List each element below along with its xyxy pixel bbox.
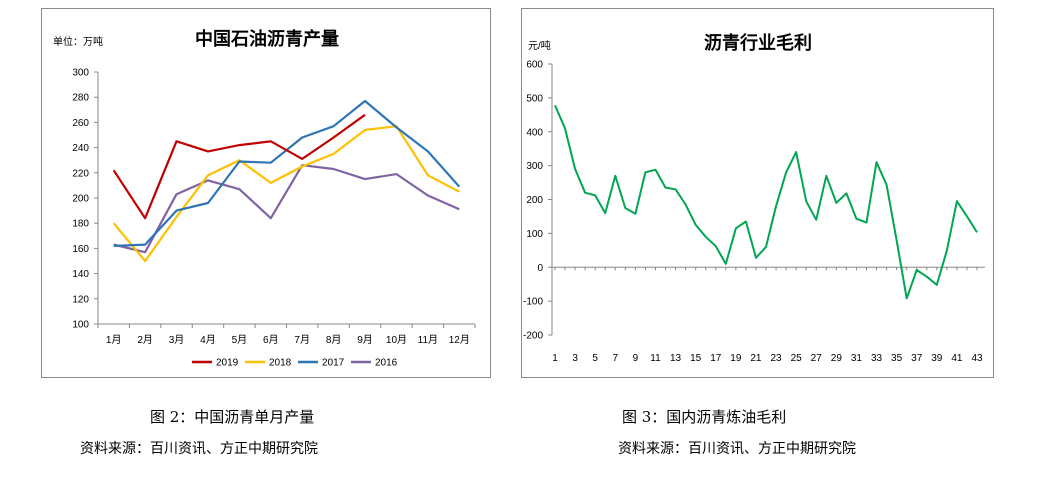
margin-series-line — [554, 104, 978, 300]
x-tick-label: 2月 — [137, 334, 153, 346]
x-tick-label: 3 — [572, 353, 578, 364]
x-tick-label: 37 — [911, 353, 923, 364]
x-tick-label: 7月 — [294, 334, 310, 346]
y-tick-label: 260 — [72, 118, 89, 129]
x-tick-label: 9月 — [357, 334, 373, 346]
y-tick-label: 500 — [526, 93, 543, 104]
x-tick-label: 15 — [690, 353, 702, 364]
margin-chart-panel: 沥青行业毛利 元/吨 -200 -100 0 100 200 300 400 500 600 1 3 5 7… — [521, 8, 994, 378]
y-tick-label: 400 — [526, 127, 543, 138]
y-tick-label: 300 — [526, 161, 543, 172]
x-tick-label: 11月 — [418, 334, 438, 346]
legend-label-2017: 2017 — [322, 358, 345, 369]
y-tick-label: 140 — [72, 269, 89, 280]
x-tick-label: 4月 — [200, 334, 216, 346]
x-tick-label: 21 — [750, 353, 762, 364]
y-tick-label: 300 — [72, 68, 89, 79]
y-tick-label: 200 — [72, 194, 89, 205]
x-tick-label: 41 — [951, 353, 963, 364]
x-tick-label: 8月 — [326, 334, 342, 346]
y-tick-label: 200 — [526, 195, 543, 206]
series-line-2019 — [112, 113, 366, 220]
x-tick-label: 33 — [871, 353, 883, 364]
series-line-2018 — [112, 125, 460, 263]
figure-2-caption: 图 2：中国沥青单月产量 — [150, 408, 315, 426]
x-tick-label: 29 — [831, 353, 843, 364]
y-tick-label: 100 — [526, 229, 543, 240]
x-tick-label: 7 — [613, 353, 619, 364]
y-tick-label: 160 — [72, 244, 89, 255]
y-tick-label: -100 — [523, 297, 543, 308]
figure-3-source: 资料来源：百川资讯、方正中期研究院 — [618, 441, 856, 457]
legend-label-2016: 2016 — [375, 358, 398, 369]
x-tick-label: 11 — [650, 353, 661, 364]
production-chart-panel: 中国石油沥青产量 单位：万吨 100 120 140 160 180 200 220 240 260… — [41, 8, 491, 378]
x-tick-label: 1 — [552, 353, 558, 364]
y-tick-label: 0 — [537, 263, 543, 274]
y-tick-label: 220 — [72, 168, 89, 179]
chart-title: 中国石油沥青产量 — [195, 28, 339, 49]
figure-2-source: 资料来源：百川资讯、方正中期研究院 — [80, 441, 318, 457]
unit-label: 元/吨 — [528, 39, 551, 52]
x-tick-label: 17 — [710, 353, 722, 364]
y-tick-label: 240 — [72, 143, 89, 154]
y-tick-label: -200 — [523, 331, 543, 342]
figure-3-caption: 图 3：国内沥青炼油毛利 — [622, 408, 787, 426]
x-tick-label: 39 — [931, 353, 943, 364]
x-tick-label: 3月 — [169, 334, 185, 346]
y-tick-label: 100 — [72, 320, 89, 331]
x-tick-label: 12月 — [449, 334, 470, 346]
x-tick-label: 35 — [891, 353, 903, 364]
x-tick-label: 27 — [811, 353, 823, 364]
x-tick-label: 5 — [592, 353, 598, 364]
x-tick-label: 13 — [670, 353, 682, 364]
x-tick-label: 19 — [730, 353, 742, 364]
series-line-2016 — [113, 164, 460, 254]
y-tick-label: 600 — [526, 60, 543, 71]
x-tick-label: 9 — [633, 353, 639, 364]
x-tick-label: 5月 — [232, 334, 248, 346]
x-tick-label: 6月 — [263, 334, 279, 346]
x-tick-label: 1月 — [106, 334, 122, 346]
legend-label-2018: 2018 — [269, 358, 292, 369]
unit-label: 单位：万吨 — [53, 35, 103, 48]
x-tick-label: 43 — [971, 353, 983, 364]
y-tick-label: 180 — [72, 219, 89, 230]
series-line-2017 — [113, 99, 461, 247]
y-tick-label: 120 — [72, 294, 89, 305]
chart-title: 沥青行业毛利 — [704, 32, 812, 53]
y-tick-label: 280 — [72, 93, 89, 104]
x-tick-label: 31 — [851, 353, 863, 364]
production-line-chart: 中国石油沥青产量 单位：万吨 100 120 140 160 180 200 220 240 260… — [53, 28, 476, 369]
legend-label-2019: 2019 — [216, 358, 239, 369]
x-tick-label: 23 — [770, 353, 782, 364]
x-tick-label: 10月 — [386, 334, 407, 346]
x-tick-label: 25 — [791, 353, 803, 364]
